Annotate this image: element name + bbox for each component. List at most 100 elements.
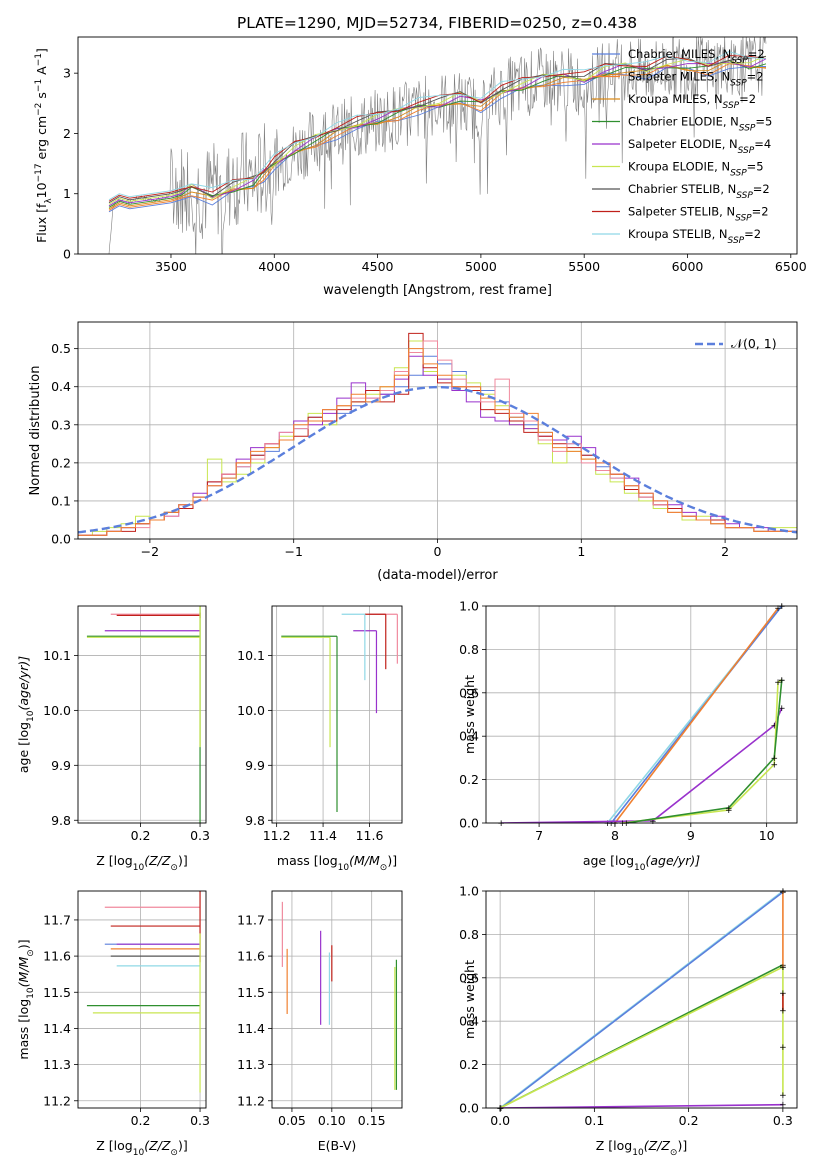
axis-xlabel: Z [log10(Z/Z⊙)]	[96, 1138, 187, 1158]
mass-weight-vs-age-panel: 7 8 9 100.00.20.40.60.81.0+++++++ ++++++++++…	[459, 599, 798, 873]
y-tick-label: 11.6	[43, 949, 71, 964]
y-tick-label: 0.6	[459, 970, 479, 985]
data-point-marker: +	[611, 819, 619, 829]
x-tick-label: 5000	[465, 259, 497, 274]
data-point-marker: +	[623, 819, 631, 829]
x-tick-label: 0.2	[679, 1113, 699, 1128]
legend-label: Salpeter MILES, NSSP=2	[628, 70, 764, 89]
data-point-marker: +	[496, 1104, 504, 1114]
y-tick-label: 11.5	[43, 985, 71, 1000]
y-tick-label: 11.7	[237, 912, 265, 927]
y-tick-label: 0.3	[51, 417, 71, 432]
data-point-marker: +	[496, 1104, 504, 1114]
x-tick-label: 4000	[258, 259, 290, 274]
model-spectrum-line	[108, 51, 767, 201]
axis-xlabel: age [log10(age/yr)]	[583, 853, 700, 873]
y-tick-label: 1.0	[459, 599, 479, 614]
x-tick-label: 0.3	[773, 1113, 793, 1128]
y-tick-label: 9.8	[245, 813, 265, 828]
data-point-marker: +	[607, 819, 615, 829]
data-point-marker: +	[770, 760, 778, 770]
cumulative-line	[614, 607, 779, 823]
x-tick-label: 6500	[775, 259, 807, 274]
cumulative-line	[622, 679, 783, 823]
legend-label: Chabrier MILES, NSSP=2	[628, 47, 765, 66]
y-tick-label: 11.3	[237, 1057, 265, 1072]
data-point-marker: +	[496, 1104, 504, 1114]
x-tick-label: 11.6	[356, 828, 384, 843]
data-point-marker: +	[779, 963, 787, 973]
legend-label: 𝒩(0, 1)	[731, 336, 777, 351]
data-point-marker: +	[778, 602, 786, 612]
axis-xlabel: E(B-V)	[318, 1138, 357, 1153]
histogram-ylabel: Normed distribution	[28, 366, 43, 496]
x-tick-label: 11.2	[263, 828, 291, 843]
data-point-marker: +	[779, 1091, 787, 1101]
data-point-marker: +	[778, 676, 786, 686]
y-tick-label: 11.2	[43, 1093, 71, 1108]
x-tick-label: 3500	[155, 259, 187, 274]
data-point-marker: +	[619, 819, 627, 829]
x-tick-label: 0	[434, 544, 442, 559]
cumulative-line	[500, 891, 784, 1108]
spectrum-title: PLATE=1290, MJD=52734, FIBERID=0250, z=0…	[237, 14, 637, 32]
axis-xlabel: mass [log10(M/M⊙)]	[277, 853, 397, 873]
y-tick-label: 0.8	[459, 642, 479, 657]
data-point-marker: +	[774, 604, 782, 614]
data-point-marker: +	[779, 1043, 787, 1053]
axis-xlabel: Z [log10(Z/Z⊙)]	[596, 1138, 687, 1158]
y-tick-label: 0.2	[459, 772, 479, 787]
model-spectrum-line	[108, 63, 767, 211]
y-tick-label: 11.5	[237, 985, 265, 1000]
data-point-marker: +	[779, 887, 787, 897]
histogram-step-line	[78, 348, 797, 536]
y-tick-label: 0.0	[51, 532, 71, 547]
model-spectrum-line	[108, 55, 767, 202]
axis-xlabel: Z [log10(Z/Z⊙)]	[96, 853, 187, 873]
y-tick-label: 1	[63, 186, 71, 201]
data-point-marker: +	[770, 721, 778, 731]
y-tick-label: 0.4	[459, 729, 479, 744]
data-point-marker: +	[725, 804, 733, 814]
y-tick-label: 10.0	[237, 703, 265, 718]
y-tick-label: 11.7	[43, 912, 71, 927]
legend-label: Chabrier ELODIE, NSSP=5	[628, 115, 772, 134]
x-tick-label: 0.1	[584, 1113, 604, 1128]
x-tick-label: 11.4	[309, 828, 337, 843]
histogram-xlabel: (data-model)/error	[377, 568, 498, 583]
x-tick-label: 5500	[568, 259, 600, 274]
data-point-marker: +	[497, 1104, 505, 1114]
x-tick-label: −1	[284, 544, 302, 559]
data-point-marker: +	[779, 1006, 787, 1016]
legend-label: Chabrier STELIB, NSSP=2	[628, 182, 770, 201]
age-vs-metallicity-panel: 0.2 0.3 9.8 9.9 10.0 10.1 Z [log10(Z/Z⊙)] age […	[16, 605, 210, 873]
x-tick-label: 7	[535, 828, 543, 843]
axes-frame	[485, 890, 798, 1109]
data-point-marker: +	[649, 817, 657, 827]
mass-vs-metallicity-panel: 0.2 0.3 11.2 11.3 11.4 11.5 11.6 11.7 Z [log10(Z…	[16, 890, 210, 1158]
data-point-marker: +	[779, 1101, 787, 1111]
axes-frame	[77, 605, 207, 824]
x-tick-label: 9	[687, 828, 695, 843]
legend-label: Kroupa MILES, NSSP=2	[628, 92, 756, 111]
mass-vs-extinction-panel: 0.05 0.10 0.15 11.2 11.3 11.4 11.5 11.6 11.7 E(B-…	[237, 890, 403, 1153]
y-tick-label: 0.4	[459, 1014, 479, 1029]
y-tick-label: 11.3	[43, 1057, 71, 1072]
y-tick-label: 1.0	[459, 884, 479, 899]
y-tick-label: 0.4	[51, 379, 71, 394]
y-tick-label: 0.1	[51, 493, 71, 508]
x-tick-label: 0.3	[190, 1113, 210, 1128]
spectrum-ylabel: Flux [fλ10−17 erg cm−2 s−1 A−1]	[34, 48, 54, 243]
data-point-marker: +	[774, 678, 782, 688]
y-tick-label: 10.1	[43, 648, 71, 663]
x-tick-label: 2	[721, 544, 729, 559]
normal-distribution-curve	[78, 385, 797, 534]
x-tick-label: 6000	[672, 259, 704, 274]
data-point-marker: +	[778, 704, 786, 714]
age-vs-mass-panel: 11.2 11.4 11.6 9.8 9.9 10.0 10.1 mass [log10(M/…	[237, 605, 403, 873]
y-tick-label: 9.8	[51, 813, 71, 828]
y-tick-label: 0.0	[459, 1101, 479, 1116]
y-tick-label: 11.2	[237, 1093, 265, 1108]
data-point-marker: +	[770, 754, 778, 764]
